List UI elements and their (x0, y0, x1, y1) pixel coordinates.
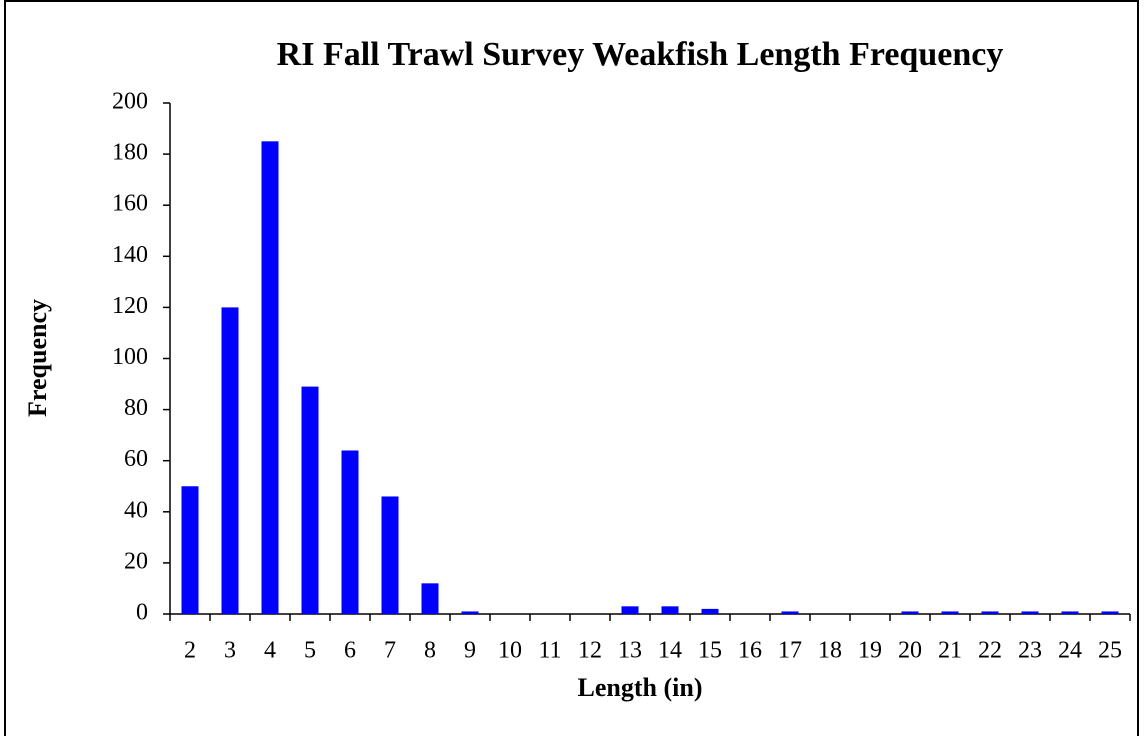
x-tick-label: 22 (978, 638, 1002, 664)
bar (1101, 611, 1119, 614)
bar (781, 611, 799, 614)
x-tick-label: 25 (1098, 638, 1122, 664)
x-tick-label: 9 (464, 638, 476, 664)
x-tick-label: 15 (698, 638, 722, 664)
x-tick-label: 8 (424, 638, 436, 664)
x-tick-label: 17 (778, 638, 802, 664)
bar (181, 486, 199, 614)
x-tick-label: 23 (1018, 638, 1042, 664)
x-tick-label: 10 (498, 638, 522, 664)
x-tick-label: 14 (658, 638, 682, 664)
x-tick-label: 4 (264, 638, 276, 664)
x-tick-label: 7 (384, 638, 396, 664)
bar (461, 611, 479, 614)
bar (1061, 611, 1079, 614)
bar (621, 606, 639, 614)
x-tick-label: 18 (818, 638, 842, 664)
bar (901, 611, 919, 614)
bar (1021, 611, 1039, 614)
x-tick-label: 16 (738, 638, 762, 664)
y-tick-label: 120 (112, 293, 148, 319)
y-tick-label: 60 (124, 446, 148, 472)
bar (701, 608, 719, 614)
chart-frame (4, 0, 1139, 736)
y-tick-label: 200 (112, 89, 148, 115)
bar (981, 611, 999, 614)
x-tick-label: 19 (858, 638, 882, 664)
x-tick-label: 21 (938, 638, 962, 664)
y-tick-label: 160 (112, 191, 148, 217)
x-tick-label: 13 (618, 638, 642, 664)
x-axis-label: Length (in) (578, 673, 703, 702)
x-tick-label: 3 (224, 638, 236, 664)
y-tick-label: 100 (112, 344, 148, 370)
bar (261, 141, 279, 614)
y-tick-label: 20 (124, 548, 148, 574)
x-tick-label: 24 (1058, 638, 1082, 664)
y-tick-label: 0 (136, 600, 148, 626)
y-tick-label: 140 (112, 242, 148, 268)
bar (381, 496, 399, 614)
x-tick-label: 20 (898, 638, 922, 664)
bar (941, 611, 959, 614)
y-tick-label: 80 (124, 395, 148, 421)
bar (221, 307, 239, 614)
y-tick-label: 180 (112, 140, 148, 166)
x-tick-label: 2 (184, 638, 196, 664)
y-axis-label: Frequency (23, 299, 52, 417)
chart-title: RI Fall Trawl Survey Weakfish Length Fre… (277, 36, 1004, 73)
x-tick-label: 12 (578, 638, 602, 664)
x-tick-label: 5 (304, 638, 316, 664)
bar (661, 606, 679, 614)
bar (341, 450, 359, 614)
y-tick-label: 40 (124, 497, 148, 523)
bar (421, 583, 439, 614)
x-tick-label: 6 (344, 638, 356, 664)
x-tick-label: 11 (538, 638, 561, 664)
bar (301, 386, 319, 614)
